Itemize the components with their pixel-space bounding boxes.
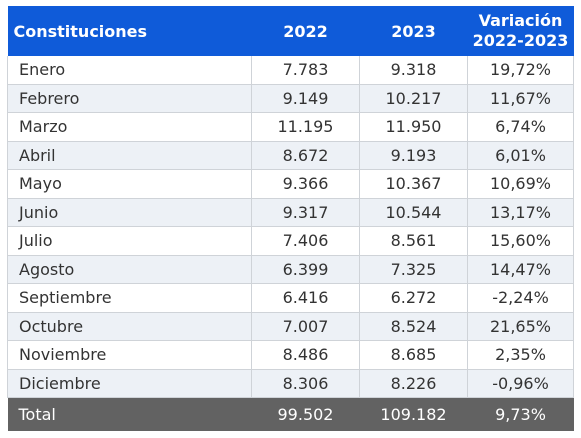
value-2023-cell: 8.561 — [359, 226, 468, 256]
month-cell: Diciembre — [7, 369, 252, 398]
table-row: Febrero 9.149 10.217 11,67% — [7, 84, 574, 113]
value-2023-cell: 9.318 — [359, 56, 468, 85]
table-row: Octubre 7.007 8.524 21,65% — [7, 312, 574, 341]
variation-cell: 10,69% — [467, 169, 574, 199]
month-cell: Enero — [7, 56, 252, 85]
table-row: Junio 9.317 10.544 13,17% — [7, 198, 574, 227]
table-row: Agosto 6.399 7.325 14,47% — [7, 255, 574, 284]
value-2023-cell: 8.226 — [359, 369, 468, 398]
header-variacion-line2: 2022-2023 — [472, 31, 569, 50]
value-2022-cell: 9.149 — [251, 84, 360, 113]
variation-cell: 6,74% — [467, 112, 574, 142]
table-row: Diciembre 8.306 8.226 -0,96% — [7, 369, 574, 398]
month-cell: Noviembre — [7, 340, 252, 370]
header-variacion: Variación 2022-2023 — [467, 6, 574, 56]
variation-cell: 19,72% — [467, 56, 574, 85]
month-cell: Marzo — [7, 112, 252, 142]
value-2022-cell: 6.416 — [251, 283, 360, 313]
month-cell: Octubre — [7, 312, 252, 341]
month-cell: Febrero — [7, 84, 252, 113]
month-cell: Julio — [7, 226, 252, 256]
value-2022-cell: 11.195 — [251, 112, 360, 142]
value-2022-cell: 8.672 — [251, 141, 360, 170]
variation-cell: 6,01% — [467, 141, 574, 170]
variation-cell: -2,24% — [467, 283, 574, 313]
header-row: Constituciones 2022 2023 Variación 2022-… — [7, 6, 574, 56]
month-cell: Junio — [7, 198, 252, 227]
month-cell: Mayo — [7, 169, 252, 199]
variation-cell: 14,47% — [467, 255, 574, 284]
constituciones-table: Constituciones 2022 2023 Variación 2022-… — [7, 6, 574, 431]
value-2022-cell: 7.406 — [251, 226, 360, 256]
value-2023-cell: 7.325 — [359, 255, 468, 284]
total-variation: 9,73% — [467, 397, 574, 431]
value-2023-cell: 8.524 — [359, 312, 468, 341]
value-2022-cell: 7.007 — [251, 312, 360, 341]
header-2023: 2023 — [359, 6, 468, 56]
total-2023: 109.182 — [359, 397, 468, 431]
value-2023-cell: 6.272 — [359, 283, 468, 313]
table-row: Abril 8.672 9.193 6,01% — [7, 141, 574, 170]
value-2023-cell: 11.950 — [359, 112, 468, 142]
variation-cell: -0,96% — [467, 369, 574, 398]
table-row: Noviembre 8.486 8.685 2,35% — [7, 340, 574, 370]
value-2022-cell: 9.317 — [251, 198, 360, 227]
variation-cell: 13,17% — [467, 198, 574, 227]
table-row: Enero 7.783 9.318 19,72% — [7, 56, 574, 85]
value-2022-cell: 8.486 — [251, 340, 360, 370]
value-2023-cell: 10.544 — [359, 198, 468, 227]
variation-cell: 15,60% — [467, 226, 574, 256]
value-2023-cell: 9.193 — [359, 141, 468, 170]
table-row: Septiembre 6.416 6.272 -2,24% — [7, 283, 574, 313]
table-row: Julio 7.406 8.561 15,60% — [7, 226, 574, 256]
table-row: Marzo 11.195 11.950 6,74% — [7, 112, 574, 142]
header-variacion-line1: Variación — [478, 11, 563, 30]
month-cell: Abril — [7, 141, 252, 170]
value-2023-cell: 8.685 — [359, 340, 468, 370]
variation-cell: 2,35% — [467, 340, 574, 370]
table-body: Enero 7.783 9.318 19,72% Febrero 9.149 10.217… — [7, 56, 574, 398]
variation-cell: 21,65% — [467, 312, 574, 341]
value-2023-cell: 10.367 — [359, 169, 468, 199]
constituciones-table-container: Constituciones 2022 2023 Variación 2022-… — [7, 6, 574, 431]
value-2022-cell: 6.399 — [251, 255, 360, 284]
variation-cell: 11,67% — [467, 84, 574, 113]
value-2022-cell: 7.783 — [251, 56, 360, 85]
table-row: Mayo 9.366 10.367 10,69% — [7, 169, 574, 199]
value-2022-cell: 9.366 — [251, 169, 360, 199]
table-footer: Total 99.502 109.182 9,73% — [7, 397, 574, 431]
total-row: Total 99.502 109.182 9,73% — [7, 397, 574, 431]
value-2022-cell: 8.306 — [251, 369, 360, 398]
table-header: Constituciones 2022 2023 Variación 2022-… — [7, 6, 574, 56]
month-cell: Agosto — [7, 255, 252, 284]
total-2022: 99.502 — [251, 397, 360, 431]
month-cell: Septiembre — [7, 283, 252, 313]
header-2022: 2022 — [251, 6, 360, 56]
total-label: Total — [7, 397, 252, 431]
value-2023-cell: 10.217 — [359, 84, 468, 113]
header-constituciones: Constituciones — [7, 6, 252, 56]
